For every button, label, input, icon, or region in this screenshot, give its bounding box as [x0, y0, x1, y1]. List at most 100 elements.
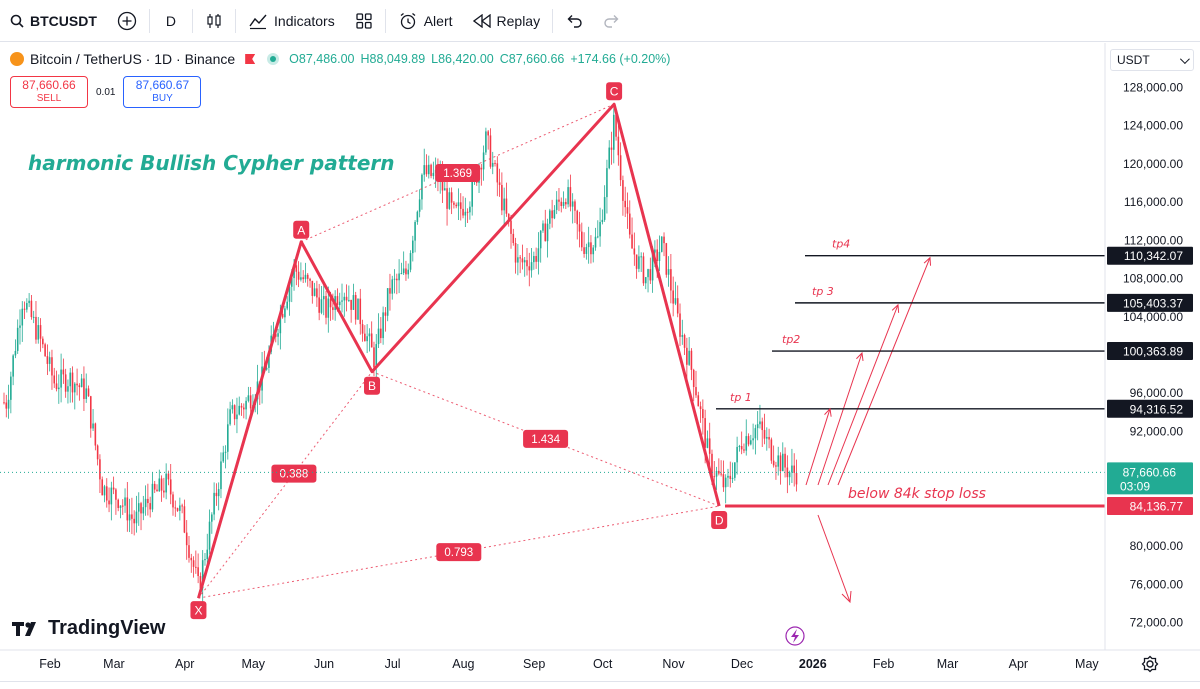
candle	[352, 283, 355, 311]
candle-body	[142, 507, 145, 514]
point-label-text: D	[715, 514, 724, 528]
candle-body	[658, 251, 661, 262]
candle	[533, 251, 535, 270]
candle	[126, 482, 129, 532]
candle-body	[117, 499, 119, 508]
candle	[553, 205, 556, 220]
candle-body	[498, 182, 501, 185]
flag-icon[interactable]	[245, 54, 256, 64]
candle-body	[720, 473, 722, 475]
candle-body	[265, 367, 268, 370]
candle	[530, 247, 533, 278]
gear-icon[interactable]	[1141, 655, 1159, 673]
lightning-icon[interactable]	[785, 626, 805, 646]
interval-button[interactable]: D	[152, 0, 190, 42]
candle	[131, 497, 133, 535]
chart-area[interactable]: X A B C D 0.388 1.369 1.434 0.793 tp4 tp 3 tp2 tp 1…	[0, 43, 1200, 671]
candle-body	[364, 333, 366, 342]
currency-selector[interactable]: USDT	[1110, 49, 1194, 71]
candle-body	[39, 325, 42, 339]
candle-body	[599, 222, 601, 237]
candle-body	[412, 240, 414, 254]
point-label-text: X	[194, 604, 202, 618]
candle	[300, 262, 302, 282]
candle-body	[245, 400, 247, 410]
candle	[354, 291, 357, 325]
candle	[491, 151, 494, 175]
candle-body	[302, 277, 304, 280]
candle	[649, 257, 652, 285]
replay-button[interactable]: Replay	[463, 0, 551, 42]
candle	[105, 478, 108, 508]
candle	[277, 328, 279, 346]
candle	[295, 260, 298, 286]
candle	[496, 156, 499, 197]
candle	[722, 460, 725, 492]
templates-button[interactable]	[345, 0, 383, 42]
candle	[402, 251, 405, 276]
candle-body	[448, 192, 451, 209]
candle-body	[727, 475, 729, 478]
candle	[770, 437, 773, 464]
candle	[510, 214, 512, 249]
candle-body	[224, 451, 227, 453]
candle	[99, 454, 101, 493]
redo-button[interactable]	[593, 0, 631, 42]
candle	[55, 370, 58, 392]
candle-body	[512, 233, 515, 244]
candle	[501, 172, 503, 216]
candle-body	[628, 213, 631, 235]
candle-body	[67, 386, 69, 392]
symbol-search-button[interactable]: BTCUSDT	[0, 0, 107, 42]
candle-body	[375, 344, 378, 368]
sell-button[interactable]: 87,660.66 SELL	[10, 76, 88, 108]
buy-button[interactable]: 87,660.67 BUY	[123, 76, 202, 108]
candle-body	[281, 313, 284, 318]
candle	[26, 298, 28, 313]
candle-body	[777, 455, 780, 467]
point-label-x: X	[190, 601, 207, 620]
candle-body	[793, 465, 796, 473]
chart-type-button[interactable]	[195, 0, 233, 42]
candle-body	[55, 383, 58, 390]
candle-body	[649, 269, 652, 281]
candle-body	[37, 325, 40, 340]
candle	[448, 187, 451, 210]
target-arrow-tp1	[805, 408, 831, 486]
alert-button[interactable]: Alert	[388, 0, 463, 42]
candle	[635, 254, 638, 279]
countdown-label: 03:09	[1120, 479, 1150, 493]
candle	[503, 187, 505, 228]
candle-body	[402, 268, 405, 274]
candle	[85, 373, 88, 403]
price-chart[interactable]: X A B C D 0.388 1.369 1.434 0.793 tp4 tp 3 tp2 tp 1…	[0, 43, 1200, 681]
candle-body	[386, 288, 389, 316]
candle-body	[135, 511, 138, 524]
candle	[681, 319, 684, 345]
candle	[430, 163, 432, 179]
indicators-button[interactable]: Indicators	[238, 0, 345, 42]
candle-body	[786, 467, 789, 478]
candle-body	[190, 557, 193, 561]
candle	[482, 145, 485, 181]
cypher-pattern-legs	[197, 102, 721, 599]
tradingview-logo[interactable]: TradingView	[12, 617, 165, 640]
candle	[720, 460, 722, 477]
candle-body	[571, 201, 574, 207]
candle	[16, 319, 19, 354]
candle-body	[528, 266, 531, 271]
undo-button[interactable]	[555, 0, 593, 42]
close-value: C87,660.66	[499, 52, 565, 66]
candle	[128, 498, 131, 533]
candle	[416, 210, 419, 225]
candle-body	[558, 199, 560, 202]
candle-body	[131, 514, 133, 519]
point-label-c: C	[606, 82, 623, 101]
low-value: L86,420.00	[431, 52, 494, 66]
compare-button[interactable]	[107, 0, 147, 42]
candle	[320, 286, 323, 315]
candle-body	[535, 256, 537, 262]
candle	[231, 399, 234, 414]
candle-body	[759, 421, 761, 425]
bottom-bar	[0, 681, 1200, 689]
